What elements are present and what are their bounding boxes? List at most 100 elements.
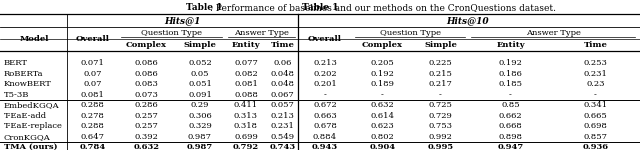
Text: T-EaE-replace: T-EaE-replace bbox=[4, 122, 63, 130]
Text: 0.743: 0.743 bbox=[269, 143, 296, 150]
Text: 0.306: 0.306 bbox=[188, 112, 212, 120]
Text: Answer Type: Answer Type bbox=[525, 29, 580, 37]
Text: 0.698: 0.698 bbox=[584, 122, 607, 130]
Text: 0.286: 0.286 bbox=[134, 101, 158, 109]
Text: 0.341: 0.341 bbox=[584, 101, 607, 109]
Text: 0.05: 0.05 bbox=[191, 70, 209, 78]
Text: 0.987: 0.987 bbox=[188, 133, 212, 141]
Text: Entity: Entity bbox=[496, 41, 525, 49]
Text: 0.632: 0.632 bbox=[134, 143, 159, 150]
Text: -: - bbox=[381, 91, 384, 99]
Text: Overall: Overall bbox=[76, 35, 109, 43]
Text: Table 1: Table 1 bbox=[186, 3, 222, 12]
Text: 0.06: 0.06 bbox=[273, 59, 292, 67]
Text: 0.081: 0.081 bbox=[234, 80, 258, 88]
Text: 0.082: 0.082 bbox=[234, 70, 258, 78]
Text: 0.992: 0.992 bbox=[429, 133, 452, 141]
Text: 0.213: 0.213 bbox=[313, 59, 337, 67]
Text: 0.936: 0.936 bbox=[582, 143, 609, 150]
Text: 0.663: 0.663 bbox=[313, 112, 337, 120]
Text: 0.201: 0.201 bbox=[313, 80, 337, 88]
Text: 0.225: 0.225 bbox=[429, 59, 452, 67]
Text: 0.784: 0.784 bbox=[79, 143, 106, 150]
Text: Overall: Overall bbox=[308, 35, 342, 43]
Text: -: - bbox=[509, 91, 512, 99]
Text: 0.329: 0.329 bbox=[188, 122, 212, 130]
Text: 0.213: 0.213 bbox=[271, 112, 294, 120]
Text: 0.202: 0.202 bbox=[313, 70, 337, 78]
Text: 0.278: 0.278 bbox=[81, 112, 104, 120]
Text: 0.185: 0.185 bbox=[499, 80, 522, 88]
Text: 0.313: 0.313 bbox=[234, 112, 258, 120]
Text: 0.802: 0.802 bbox=[371, 133, 394, 141]
Text: 0.083: 0.083 bbox=[134, 80, 159, 88]
Text: Table 1: Table 1 bbox=[301, 3, 339, 12]
Text: 0.07: 0.07 bbox=[83, 70, 102, 78]
Text: 0.086: 0.086 bbox=[134, 70, 158, 78]
Text: 0.077: 0.077 bbox=[234, 59, 258, 67]
Text: -: - bbox=[439, 91, 442, 99]
Text: 0.086: 0.086 bbox=[134, 59, 158, 67]
Text: T-EaE-add: T-EaE-add bbox=[4, 112, 47, 120]
Text: . Performance of baselines and our methods on the CronQuestions dataset.: . Performance of baselines and our metho… bbox=[209, 3, 556, 12]
Text: 0.257: 0.257 bbox=[134, 122, 159, 130]
Text: 0.665: 0.665 bbox=[584, 112, 607, 120]
Text: 0.052: 0.052 bbox=[188, 59, 212, 67]
Text: 0.057: 0.057 bbox=[271, 101, 294, 109]
Text: 0.215: 0.215 bbox=[429, 70, 452, 78]
Text: 0.614: 0.614 bbox=[371, 112, 394, 120]
Text: 0.623: 0.623 bbox=[371, 122, 394, 130]
Text: EmbedKGQA: EmbedKGQA bbox=[4, 101, 60, 109]
Text: 0.672: 0.672 bbox=[313, 101, 337, 109]
Text: Hits@10: Hits@10 bbox=[447, 16, 490, 26]
Text: 0.318: 0.318 bbox=[234, 122, 258, 130]
Text: CronKGQA: CronKGQA bbox=[4, 133, 51, 141]
Text: 0.186: 0.186 bbox=[499, 70, 522, 78]
Text: 0.753: 0.753 bbox=[429, 122, 452, 130]
Text: 0.725: 0.725 bbox=[429, 101, 452, 109]
Text: 0.857: 0.857 bbox=[584, 133, 607, 141]
Text: 0.192: 0.192 bbox=[371, 70, 394, 78]
Text: 0.192: 0.192 bbox=[499, 59, 522, 67]
Text: 0.253: 0.253 bbox=[584, 59, 607, 67]
Text: 0.884: 0.884 bbox=[313, 133, 337, 141]
Text: 0.07: 0.07 bbox=[83, 80, 102, 88]
Text: 0.792: 0.792 bbox=[233, 143, 259, 150]
Text: 0.729: 0.729 bbox=[429, 112, 452, 120]
Text: 0.943: 0.943 bbox=[312, 143, 338, 150]
Text: 0.85: 0.85 bbox=[501, 101, 520, 109]
Text: 0.29: 0.29 bbox=[191, 101, 209, 109]
Text: 0.898: 0.898 bbox=[499, 133, 522, 141]
Text: 0.668: 0.668 bbox=[499, 122, 522, 130]
Text: 0.678: 0.678 bbox=[313, 122, 337, 130]
Text: -: - bbox=[594, 91, 597, 99]
Text: Complex: Complex bbox=[126, 41, 167, 49]
Text: 0.231: 0.231 bbox=[271, 122, 294, 130]
Text: 0.051: 0.051 bbox=[188, 80, 212, 88]
Text: 0.257: 0.257 bbox=[134, 112, 159, 120]
Text: 0.073: 0.073 bbox=[134, 91, 159, 99]
Text: Answer Type: Answer Type bbox=[234, 29, 289, 37]
Text: 0.947: 0.947 bbox=[497, 143, 524, 150]
Text: 0.288: 0.288 bbox=[81, 122, 104, 130]
Text: Entity: Entity bbox=[232, 41, 260, 49]
Text: Simple: Simple bbox=[424, 41, 457, 49]
Text: 0.699: 0.699 bbox=[234, 133, 258, 141]
Text: Simple: Simple bbox=[184, 41, 216, 49]
Text: Time: Time bbox=[584, 41, 607, 49]
Text: 0.088: 0.088 bbox=[234, 91, 258, 99]
Text: T5-3B: T5-3B bbox=[4, 91, 29, 99]
Text: 0.647: 0.647 bbox=[81, 133, 104, 141]
Text: Time: Time bbox=[271, 41, 294, 49]
Text: 0.987: 0.987 bbox=[187, 143, 213, 150]
Text: Question Type: Question Type bbox=[141, 29, 202, 37]
Text: TMA (ours): TMA (ours) bbox=[4, 143, 58, 150]
Text: Complex: Complex bbox=[362, 41, 403, 49]
Text: 0.081: 0.081 bbox=[81, 91, 104, 99]
Text: 0.662: 0.662 bbox=[499, 112, 522, 120]
Text: 0.205: 0.205 bbox=[371, 59, 394, 67]
Text: 0.995: 0.995 bbox=[428, 143, 454, 150]
Text: 0.904: 0.904 bbox=[369, 143, 396, 150]
Text: 0.231: 0.231 bbox=[584, 70, 607, 78]
Text: 0.288: 0.288 bbox=[81, 101, 104, 109]
